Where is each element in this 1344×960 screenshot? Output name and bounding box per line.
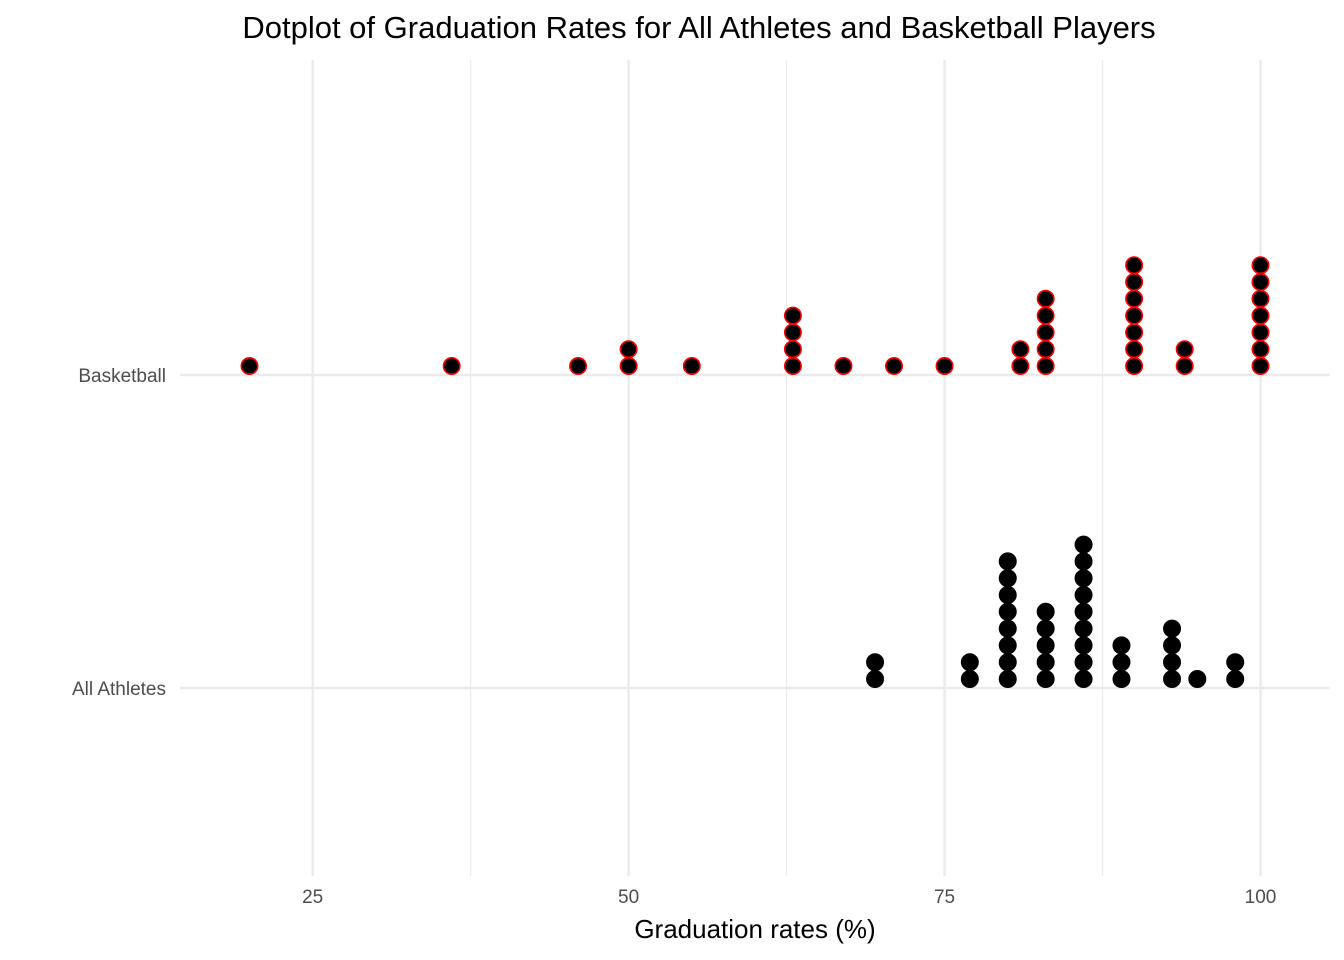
dot xyxy=(682,356,701,375)
dot xyxy=(1175,356,1194,375)
dot xyxy=(1125,272,1144,291)
dot xyxy=(1036,340,1055,359)
dot xyxy=(1251,272,1270,291)
chart-title: Dotplot of Graduation Rates for All Athl… xyxy=(242,10,1155,45)
dot xyxy=(1125,256,1144,275)
dot xyxy=(998,552,1017,571)
dot xyxy=(998,619,1017,638)
dot xyxy=(1125,323,1144,342)
dot xyxy=(1125,340,1144,359)
dot xyxy=(569,356,588,375)
dot xyxy=(960,653,979,672)
dot xyxy=(783,306,802,325)
dot xyxy=(1036,306,1055,325)
dot xyxy=(866,669,885,688)
dot xyxy=(998,569,1017,588)
dot xyxy=(1163,653,1182,672)
dot xyxy=(240,356,259,375)
y-tick-label: All Athletes xyxy=(72,679,166,700)
dot xyxy=(1036,356,1055,375)
dot xyxy=(1188,669,1207,688)
dot xyxy=(1226,669,1245,688)
dot xyxy=(866,653,885,672)
dot xyxy=(783,356,802,375)
dot xyxy=(1036,289,1055,308)
dot xyxy=(1112,669,1131,688)
dot xyxy=(1163,669,1182,688)
dot xyxy=(935,356,954,375)
dot xyxy=(1036,669,1055,688)
dot xyxy=(1226,653,1245,672)
x-tick-label: 25 xyxy=(302,887,323,908)
x-axis-label: Graduation rates (%) xyxy=(634,914,875,944)
dot xyxy=(1125,356,1144,375)
y-tick-label: Basketball xyxy=(78,366,166,387)
dot xyxy=(1163,619,1182,638)
dot xyxy=(998,585,1017,604)
dot xyxy=(998,669,1017,688)
x-tick-label: 100 xyxy=(1245,887,1277,908)
dot xyxy=(960,669,979,688)
dot xyxy=(1112,636,1131,655)
dot xyxy=(1125,306,1144,325)
dot xyxy=(1036,619,1055,638)
dot xyxy=(1251,340,1270,359)
dot xyxy=(1036,653,1055,672)
dot xyxy=(1011,356,1030,375)
dot xyxy=(998,636,1017,655)
dot xyxy=(1251,306,1270,325)
dot xyxy=(1112,653,1131,672)
dot xyxy=(1251,356,1270,375)
dot xyxy=(834,356,853,375)
dot xyxy=(1074,535,1093,554)
x-tick-label: 50 xyxy=(618,887,639,908)
dot xyxy=(885,356,904,375)
x-tick-label: 75 xyxy=(934,887,955,908)
dot xyxy=(619,356,638,375)
dot xyxy=(1251,256,1270,275)
dot xyxy=(1074,636,1093,655)
dot xyxy=(1163,636,1182,655)
dot xyxy=(1036,323,1055,342)
dot xyxy=(1125,289,1144,308)
dot xyxy=(1251,289,1270,308)
dot xyxy=(1251,323,1270,342)
dot xyxy=(1036,602,1055,621)
dot xyxy=(1074,619,1093,638)
dot xyxy=(1074,552,1093,571)
dot xyxy=(1175,340,1194,359)
dot xyxy=(619,340,638,359)
dot xyxy=(1074,653,1093,672)
dot xyxy=(1074,569,1093,588)
dot xyxy=(998,602,1017,621)
dot xyxy=(1011,340,1030,359)
dot xyxy=(1074,602,1093,621)
dot xyxy=(1074,585,1093,604)
dot xyxy=(442,356,461,375)
dot xyxy=(998,653,1017,672)
dot xyxy=(1074,669,1093,688)
dot xyxy=(783,323,802,342)
dot xyxy=(783,340,802,359)
dot xyxy=(1036,636,1055,655)
